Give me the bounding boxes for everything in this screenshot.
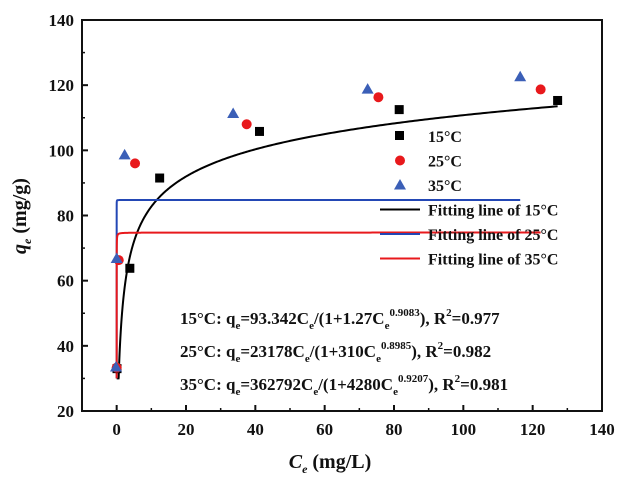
x-tick-label: 140 [589, 420, 615, 439]
equation-text: 15°C: qe=93.342Ce/(1+1.27Ce0.9083), R2=0… [180, 307, 500, 332]
y-axis-title: qe (mg/g) [9, 178, 34, 254]
point-35c [118, 148, 131, 160]
y-tick-label: 140 [49, 11, 75, 30]
y-tick-label: 100 [49, 141, 75, 160]
fit-line-1 [116, 105, 558, 380]
y-tick-label: 80 [57, 207, 74, 226]
point-35c [514, 70, 527, 82]
legend-marker-25c [395, 155, 405, 166]
point-35c [110, 252, 123, 264]
point-35c [361, 83, 374, 94]
x-axis-title: Ce (mg/L) [289, 451, 372, 476]
legend-label: Fitting line of 35°C [428, 252, 558, 269]
x-tick-label: 120 [520, 420, 546, 439]
y-tick-label: 40 [57, 337, 74, 356]
x-tick-label: 40 [247, 420, 264, 439]
legend-label: 15°C [428, 129, 462, 146]
fit-line-3 [115, 231, 541, 379]
point-35c [109, 361, 122, 372]
point-25c [130, 158, 141, 169]
fit-line-2 [115, 198, 521, 379]
point-25c [535, 84, 546, 95]
legend-label: Fitting line of 25°C [428, 227, 558, 244]
equation-text: 35°C: qe=362792Ce/(1+4280Ce0.9207), R2=0… [180, 373, 508, 398]
legend-label: Fitting line of 15°C [428, 203, 558, 220]
legend-label: 25°C [428, 154, 462, 171]
x-tick-label: 60 [316, 420, 333, 439]
legend-label: 35°C [428, 178, 462, 195]
point-15c [155, 173, 165, 183]
point-25c [241, 119, 252, 130]
x-tick-label: 20 [178, 420, 195, 439]
x-tick-label: 100 [451, 420, 477, 439]
y-tick-label: 60 [57, 272, 74, 291]
point-35c [227, 107, 240, 119]
legend-marker-35c [394, 179, 406, 190]
point-15c [553, 95, 563, 105]
point-15c [254, 126, 264, 136]
x-tick-label: 80 [386, 420, 403, 439]
point-15c [394, 105, 404, 115]
legend-marker-15c [395, 131, 404, 140]
equation-text: 25°C: qe=23178Ce/(1+310Ce0.8985), R2=0.9… [180, 340, 491, 365]
point-25c [373, 92, 384, 103]
x-tick-label: 0 [112, 420, 121, 439]
y-tick-label: 120 [49, 76, 75, 95]
point-15c [125, 263, 135, 273]
y-tick-label: 20 [57, 402, 74, 421]
